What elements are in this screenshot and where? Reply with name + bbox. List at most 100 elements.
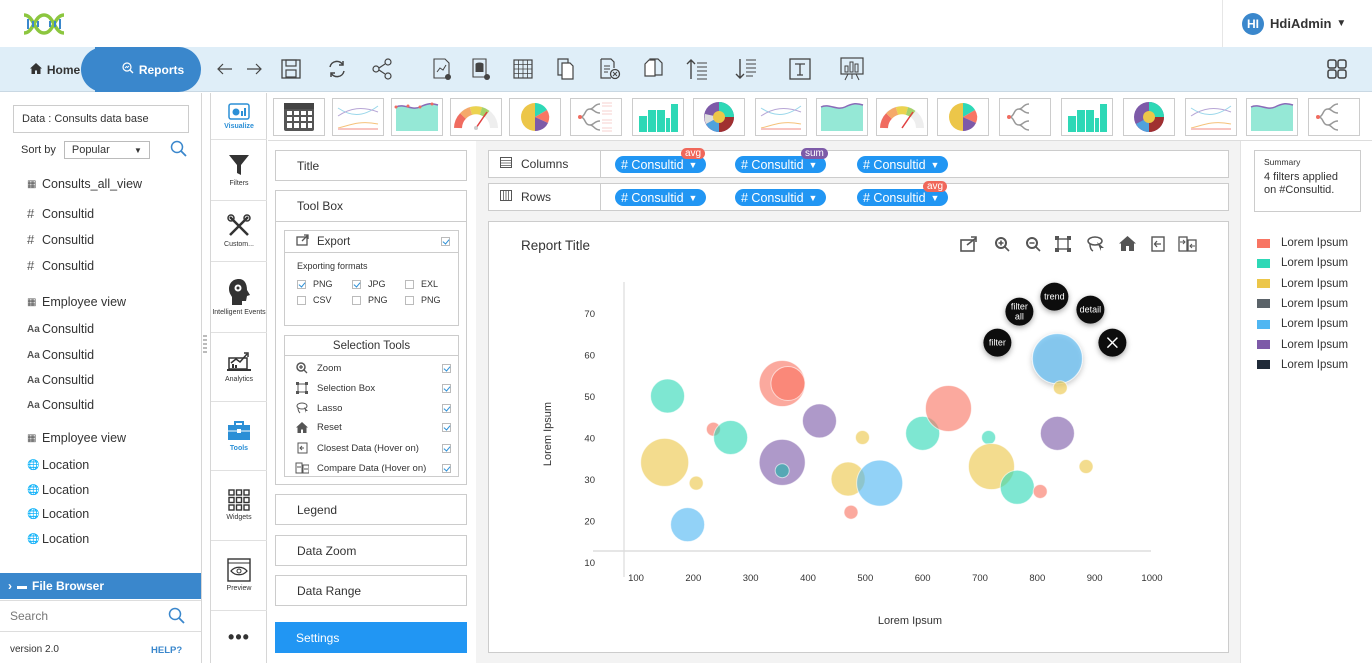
sidebar-item-preview[interactable]: Preview <box>211 541 267 611</box>
data-range-section[interactable]: Data Range <box>275 575 467 606</box>
toolbox-header[interactable]: Tool Box <box>276 191 466 222</box>
format-png2-checkbox[interactable]: PNG <box>352 295 388 305</box>
chart-type-table[interactable] <box>273 98 325 136</box>
new-chart-icon[interactable] <box>430 57 454 81</box>
field-item[interactable]: # Consultid <box>27 206 95 221</box>
field-search-input[interactable]: Search <box>0 600 201 632</box>
field-item[interactable]: # Consultid <box>27 232 95 247</box>
bubble-point[interactable] <box>1032 483 1048 499</box>
radial-menu-filter[interactable]: filter <box>983 328 1012 357</box>
field-item[interactable]: Aa Consultid <box>27 348 95 362</box>
format-png3-checkbox[interactable]: PNG <box>405 295 441 305</box>
legend-item[interactable]: Lorem Ipsum <box>1257 298 1348 310</box>
chart-type-sunburst[interactable] <box>1123 98 1175 136</box>
column-pill[interactable]: # Consultid ▼ avg <box>615 148 707 173</box>
grid-layout-icon[interactable] <box>1325 57 1349 81</box>
legend-item[interactable]: Lorem Ipsum <box>1257 237 1348 249</box>
bubble-point[interactable] <box>640 437 690 487</box>
chart-type-multi-line[interactable] <box>1185 98 1237 136</box>
bubble-point[interactable] <box>1039 415 1075 451</box>
sort-descending-icon[interactable] <box>734 57 758 81</box>
tab-home[interactable]: Home <box>0 47 110 92</box>
radial-menu-detail[interactable]: detail <box>1076 295 1105 324</box>
delete-file-icon[interactable] <box>598 57 622 81</box>
chart-type-pie[interactable] <box>509 98 561 136</box>
rows-shelf[interactable]: Rows # Consultid ▼ # Consultid ▼ # Consult… <box>488 181 1229 211</box>
bubble-point[interactable] <box>801 403 837 439</box>
zoom-in-icon[interactable] <box>994 236 1010 257</box>
field-item[interactable]: 🌐 Location <box>27 507 90 521</box>
bubble-point[interactable] <box>981 430 997 445</box>
format-png-checkbox[interactable]: PNG <box>297 279 333 289</box>
chart-type-tree[interactable] <box>570 98 622 136</box>
bubble-point[interactable] <box>854 430 870 445</box>
arrow-left-icon[interactable] <box>213 57 237 81</box>
tab-reports[interactable]: Reports <box>81 47 201 92</box>
home-reset-icon[interactable] <box>1119 236 1136 256</box>
field-item[interactable]: # Consultid <box>27 258 95 273</box>
sidebar-item-custom[interactable]: Custom... <box>211 201 267 262</box>
chart-type-gauge[interactable] <box>450 98 502 136</box>
title-section[interactable]: Title <box>275 150 467 181</box>
chart-type-area[interactable] <box>391 98 443 136</box>
legend-item[interactable]: Lorem Ipsum <box>1257 257 1348 269</box>
copy-icon[interactable] <box>554 57 578 81</box>
legend-item[interactable]: Lorem Ipsum <box>1257 359 1348 371</box>
field-item[interactable]: Aa Consultid <box>27 373 95 387</box>
sidebar-item-analytics[interactable]: Analytics <box>211 333 267 402</box>
table-item-consults-all-view[interactable]: ▦ Consults_all_view <box>27 177 143 191</box>
panel-resize-handle[interactable] <box>203 335 207 353</box>
text-icon[interactable] <box>788 57 812 81</box>
bubble-point[interactable] <box>650 378 686 414</box>
legend-item[interactable]: Lorem Ipsum <box>1257 278 1348 290</box>
tool-compare-data-row[interactable]: Compare Data (Hover on) <box>295 462 455 474</box>
row-pill[interactable]: # Consultid ▼ avg <box>857 181 949 206</box>
bubble-point[interactable] <box>1031 333 1083 385</box>
chart-type-sunburst[interactable] <box>693 98 745 136</box>
user-menu[interactable]: HI HdiAdmin ▼ <box>1222 0 1346 47</box>
settings-button[interactable]: Settings <box>275 622 467 653</box>
tool-reset-row[interactable]: Reset <box>295 422 455 433</box>
chart-type-gauge[interactable] <box>876 98 928 136</box>
lasso-icon[interactable] <box>1087 236 1105 257</box>
tool-lasso-row[interactable]: Lasso <box>295 402 455 414</box>
sidebar-item-visualize[interactable]: Visualize <box>211 93 267 140</box>
duplicate-icon[interactable] <box>641 57 665 81</box>
share-icon[interactable] <box>370 57 394 81</box>
sidebar-item-filters[interactable]: Filters <box>211 140 267 201</box>
bubble-point[interactable] <box>770 366 806 402</box>
chart-type-bar[interactable] <box>1061 98 1113 136</box>
report-title[interactable]: Report Title <box>521 238 591 253</box>
data-zoom-section[interactable]: Data Zoom <box>275 535 467 566</box>
bubble-point[interactable] <box>1052 380 1068 396</box>
row-pill[interactable]: # Consultid ▼ <box>615 189 707 206</box>
bubble-point[interactable] <box>688 475 704 491</box>
file-browser-toggle[interactable]: › ▬ File Browser <box>0 573 201 599</box>
arrow-right-icon[interactable] <box>242 57 266 81</box>
format-csv-checkbox[interactable]: CSV <box>297 295 332 305</box>
refresh-icon[interactable] <box>325 57 349 81</box>
compare-data-icon[interactable] <box>1178 236 1198 257</box>
field-item[interactable]: 🌐 Location <box>27 483 90 497</box>
bubble-point[interactable] <box>999 469 1035 505</box>
sidebar-item-more[interactable]: ••• <box>211 611 267 663</box>
columns-shelf[interactable]: Columns # Consultid ▼ avg # Consultid ▼ sum … <box>488 148 1229 178</box>
chart-type-multi-line[interactable] <box>755 98 807 136</box>
field-item[interactable]: Aa Consultid <box>27 322 95 336</box>
new-datasource-icon[interactable] <box>469 57 493 81</box>
bubble-point[interactable] <box>670 507 706 543</box>
row-pill[interactable]: # Consultid ▼ <box>735 189 827 206</box>
bubble-point[interactable] <box>774 463 790 479</box>
bubble-chart[interactable]: 10 20 30 40 50 60 70 100 200 300 400 500 600 700 800 90… <box>489 222 1230 654</box>
legend-item[interactable]: Lorem Ipsum <box>1257 318 1348 330</box>
export-checkbox[interactable] <box>441 237 450 246</box>
tool-selection-box-row[interactable]: Selection Box <box>295 382 455 394</box>
table-item-employee-view[interactable]: ▦ Employee view <box>27 295 127 309</box>
presentation-icon[interactable] <box>840 57 864 81</box>
zoom-out-icon[interactable] <box>1025 236 1041 257</box>
format-jpg-checkbox[interactable]: JPG <box>352 279 386 289</box>
tool-closest-data-row[interactable]: Closest Data (Hover on) <box>295 442 455 454</box>
chart-type-tree[interactable] <box>1308 98 1360 136</box>
field-item[interactable]: 🌐 Location <box>27 458 90 472</box>
